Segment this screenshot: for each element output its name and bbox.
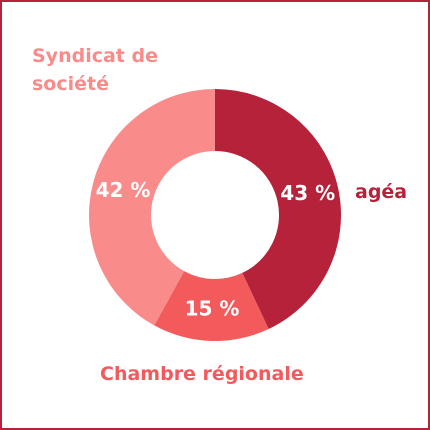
slice [154, 271, 269, 341]
slice [88, 89, 215, 326]
category-label: Syndicat de société [32, 45, 158, 95]
value-label: 42 % [96, 178, 151, 202]
value-label: 43 % [280, 181, 335, 205]
category-label: Chambre régionale [100, 363, 304, 385]
value-label: 15 % [185, 296, 240, 320]
slice [215, 89, 342, 330]
category-label: agéa [355, 181, 408, 203]
